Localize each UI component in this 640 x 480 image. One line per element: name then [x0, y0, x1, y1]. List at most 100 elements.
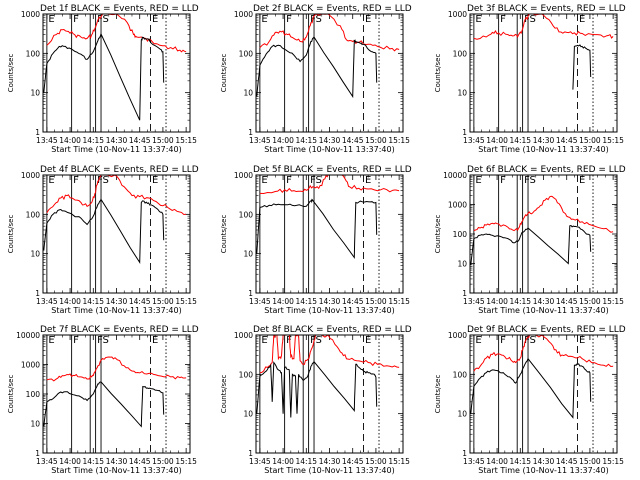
x-axis-label: Start Time (10-Nov-11 13:37:40): [264, 145, 394, 154]
x-tick-label: 14:30: [106, 297, 128, 306]
marker-label: S: [103, 14, 109, 25]
x-tick-label: 15:15: [388, 457, 410, 466]
events-series-line: [471, 359, 591, 418]
lld-series-line: [47, 14, 186, 52]
x-tick-label: 14:30: [106, 136, 128, 145]
plot-frame: [256, 175, 403, 293]
x-tick-label: 14:15: [82, 136, 104, 145]
panel-title: Det 9f BLACK = Events, RED = LLD: [467, 325, 626, 335]
x-tick-label: 14:45: [556, 136, 578, 145]
y-tick-label: 10: [457, 410, 467, 419]
x-tick-label: 15:15: [175, 297, 197, 306]
panel-title: Det 2f BLACK = Events, RED = LLD: [253, 4, 412, 14]
x-tick-label: 14:45: [556, 297, 578, 306]
x-tick-label: 14:45: [129, 297, 151, 306]
y-axis-label: Counts/sec: [434, 215, 442, 254]
x-tick-label: 15:15: [602, 136, 624, 145]
y-tick-label: 10: [457, 260, 467, 269]
marker-label: E: [475, 175, 481, 186]
y-tick-label: 10: [30, 250, 40, 259]
y-axis-label: Counts/sec: [7, 375, 15, 414]
x-tick-label: 15:15: [602, 457, 624, 466]
x-tick-label: 13:45: [463, 457, 485, 466]
marker-label: F: [500, 175, 506, 186]
marker-label: S: [530, 14, 536, 25]
x-tick-label: 13:45: [36, 136, 58, 145]
x-axis-label: Start Time (10-Nov-11 13:37:40): [51, 145, 181, 154]
marker-label: E: [365, 14, 371, 25]
x-axis-label: Start Time (10-Nov-11 13:37:40): [51, 466, 181, 475]
y-tick-label: 10: [30, 420, 40, 429]
y-axis-label: Counts/sec: [434, 54, 442, 93]
x-tick-label: 15:15: [175, 457, 197, 466]
marker-label: S: [530, 175, 536, 186]
y-tick-label: 1000: [234, 10, 253, 19]
marker-label: S: [316, 335, 322, 346]
x-tick-label: 14:15: [509, 136, 531, 145]
x-axis-label: Start Time (10-Nov-11 13:37:40): [264, 306, 394, 315]
y-tick-label: 100: [26, 49, 41, 58]
marker-label: E: [48, 335, 54, 346]
marker-label: E: [48, 14, 54, 25]
x-tick-label: 13:45: [36, 457, 58, 466]
marker-label: E: [365, 175, 371, 186]
panel-1: Det 1f BLACK = Events, RED = LLD 1 10 100 10…: [7, 4, 199, 154]
x-tick-label: 14:00: [59, 457, 81, 466]
x-axis-label: Start Time (10-Nov-11 13:37:40): [264, 466, 394, 475]
x-tick-label: 15:00: [152, 136, 174, 145]
traces: [44, 175, 186, 262]
plot-frame: [43, 14, 190, 132]
y-tick-label: 1000: [234, 331, 253, 340]
x-tick-label: 14:15: [509, 457, 531, 466]
plot-frame: [470, 14, 617, 132]
lld-series-line: [260, 14, 399, 51]
plot-frame: [470, 175, 617, 293]
traces: [471, 335, 613, 418]
y-axis-label: Counts/sec: [7, 54, 15, 93]
x-tick-label: 13:45: [463, 297, 485, 306]
x-tick-label: 14:45: [342, 297, 364, 306]
marker-label: E: [261, 175, 267, 186]
y-tick-label: 10000: [16, 331, 40, 340]
x-tick-label: 14:30: [533, 136, 555, 145]
panel-title: Det 1f BLACK = Events, RED = LLD: [40, 4, 199, 14]
y-tick-label: 100: [26, 390, 41, 399]
x-tick-label: 14:45: [342, 136, 364, 145]
x-tick-label: 14:00: [59, 136, 81, 145]
y-axis-label: Counts/sec: [434, 375, 442, 414]
y-tick-label: 1000: [448, 10, 467, 19]
y-tick-label: 100: [239, 49, 254, 58]
x-tick-label: 14:45: [129, 136, 151, 145]
y-tick-label: 10: [457, 89, 467, 98]
plot-frame: [470, 335, 617, 453]
x-tick-label: 14:15: [295, 297, 317, 306]
marker-label: F: [73, 335, 79, 346]
panel-8: Det 8f BLACK = Events, RED = LLD 1 10 100 10…: [220, 325, 412, 475]
x-tick-label: 14:00: [486, 457, 508, 466]
x-tick-label: 15:15: [602, 297, 624, 306]
panel-6: Det 6f BLACK = Events, RED = LLD11010010…: [434, 165, 626, 315]
events-series-line: [257, 200, 377, 258]
y-tick-label: 10: [30, 89, 40, 98]
marker-label: E: [579, 175, 585, 186]
y-tick-label: 100: [239, 370, 254, 379]
x-tick-label: 14:30: [106, 457, 128, 466]
x-tick-label: 14:00: [59, 297, 81, 306]
marker-label: E: [475, 335, 481, 346]
marker-label: E: [261, 335, 267, 346]
x-tick-label: 14:15: [82, 457, 104, 466]
panel-7: Det 7f BLACK = Events, RED = LLD11010010…: [7, 325, 199, 475]
marker-label: S: [103, 335, 109, 346]
marker-label: E: [152, 14, 158, 25]
x-axis-label: Start Time (10-Nov-11 13:37:40): [478, 466, 608, 475]
y-tick-label: 10: [243, 250, 253, 259]
lld-series-line: [474, 196, 613, 232]
marker-label: E: [152, 335, 158, 346]
traces: [257, 14, 399, 97]
x-tick-label: 15:15: [388, 136, 410, 145]
marker-label: E: [365, 335, 371, 346]
marker-label: F: [73, 175, 79, 186]
x-tick-label: 14:30: [319, 297, 341, 306]
x-tick-label: 14:45: [556, 457, 578, 466]
x-tick-label: 13:45: [249, 457, 271, 466]
